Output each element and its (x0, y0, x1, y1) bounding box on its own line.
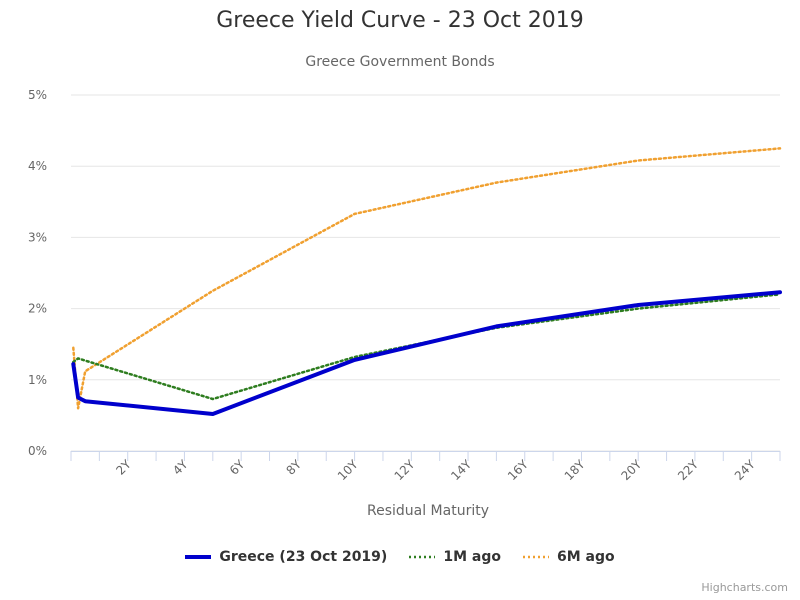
x-tick-label: 10Y (335, 457, 361, 483)
legend: Greece (23 Oct 2019) 1M ago 6M ago (0, 549, 800, 565)
x-tick-label: 12Y (392, 457, 418, 483)
legend-swatch-1m-ago (409, 555, 436, 559)
x-tick-label: 8Y (284, 457, 305, 478)
legend-item-greece[interactable]: Greece (23 Oct 2019) (185, 549, 387, 565)
y-tick-label: 2% (28, 302, 47, 316)
series-line-1m-ago (72, 293, 782, 401)
x-tick-label: 4Y (170, 457, 191, 478)
legend-label-1m-ago: 1M ago (443, 549, 501, 565)
x-tick-label: 6Y (227, 457, 248, 478)
x-tick-label: 14Y (448, 457, 474, 483)
chart-subtitle: Greece Government Bonds (305, 54, 495, 70)
x-tick-label: 16Y (505, 457, 531, 483)
legend-label-6m-ago: 6M ago (556, 549, 615, 565)
legend-item-6m-ago[interactable]: 6M ago (522, 549, 615, 565)
x-axis-labels: 2Y 4Y 6Y 8Y 10Y 12Y 14Y 16Y 18Y 20Y 22Y 24Y (113, 457, 758, 483)
y-tick-label: 0% (28, 444, 47, 458)
grid-lines (71, 94, 780, 452)
chart-title: Greece Yield Curve - 23 Oct 2019 (216, 8, 584, 33)
x-tick-label: 2Y (113, 457, 134, 478)
x-tick-label: 20Y (618, 457, 644, 483)
legend-swatch-greece (185, 555, 212, 559)
y-tick-label: 4% (28, 159, 47, 173)
y-tick-label: 5% (28, 88, 47, 102)
x-tick-label: 18Y (562, 457, 588, 483)
y-tick-label: 1% (28, 373, 47, 387)
x-axis-title: Residual Maturity (366, 503, 489, 519)
legend-swatch-6m-ago (522, 555, 549, 559)
y-axis-labels: 0% 1% 2% 3% 4% 5% (28, 88, 47, 458)
series-line-6m-ago (72, 147, 782, 410)
credits-link[interactable]: Highcharts.com (701, 581, 788, 594)
x-tick-label: 22Y (675, 457, 701, 483)
series-lines (71, 147, 782, 416)
x-axis (70, 451, 781, 461)
y-tick-label: 3% (28, 230, 47, 244)
legend-item-1m-ago[interactable]: 1M ago (409, 549, 501, 565)
legend-label-greece: Greece (23 Oct 2019) (219, 549, 388, 565)
x-tick-label: 24Y (732, 457, 758, 483)
series-line-greece-23-oct-2019 (71, 290, 782, 416)
